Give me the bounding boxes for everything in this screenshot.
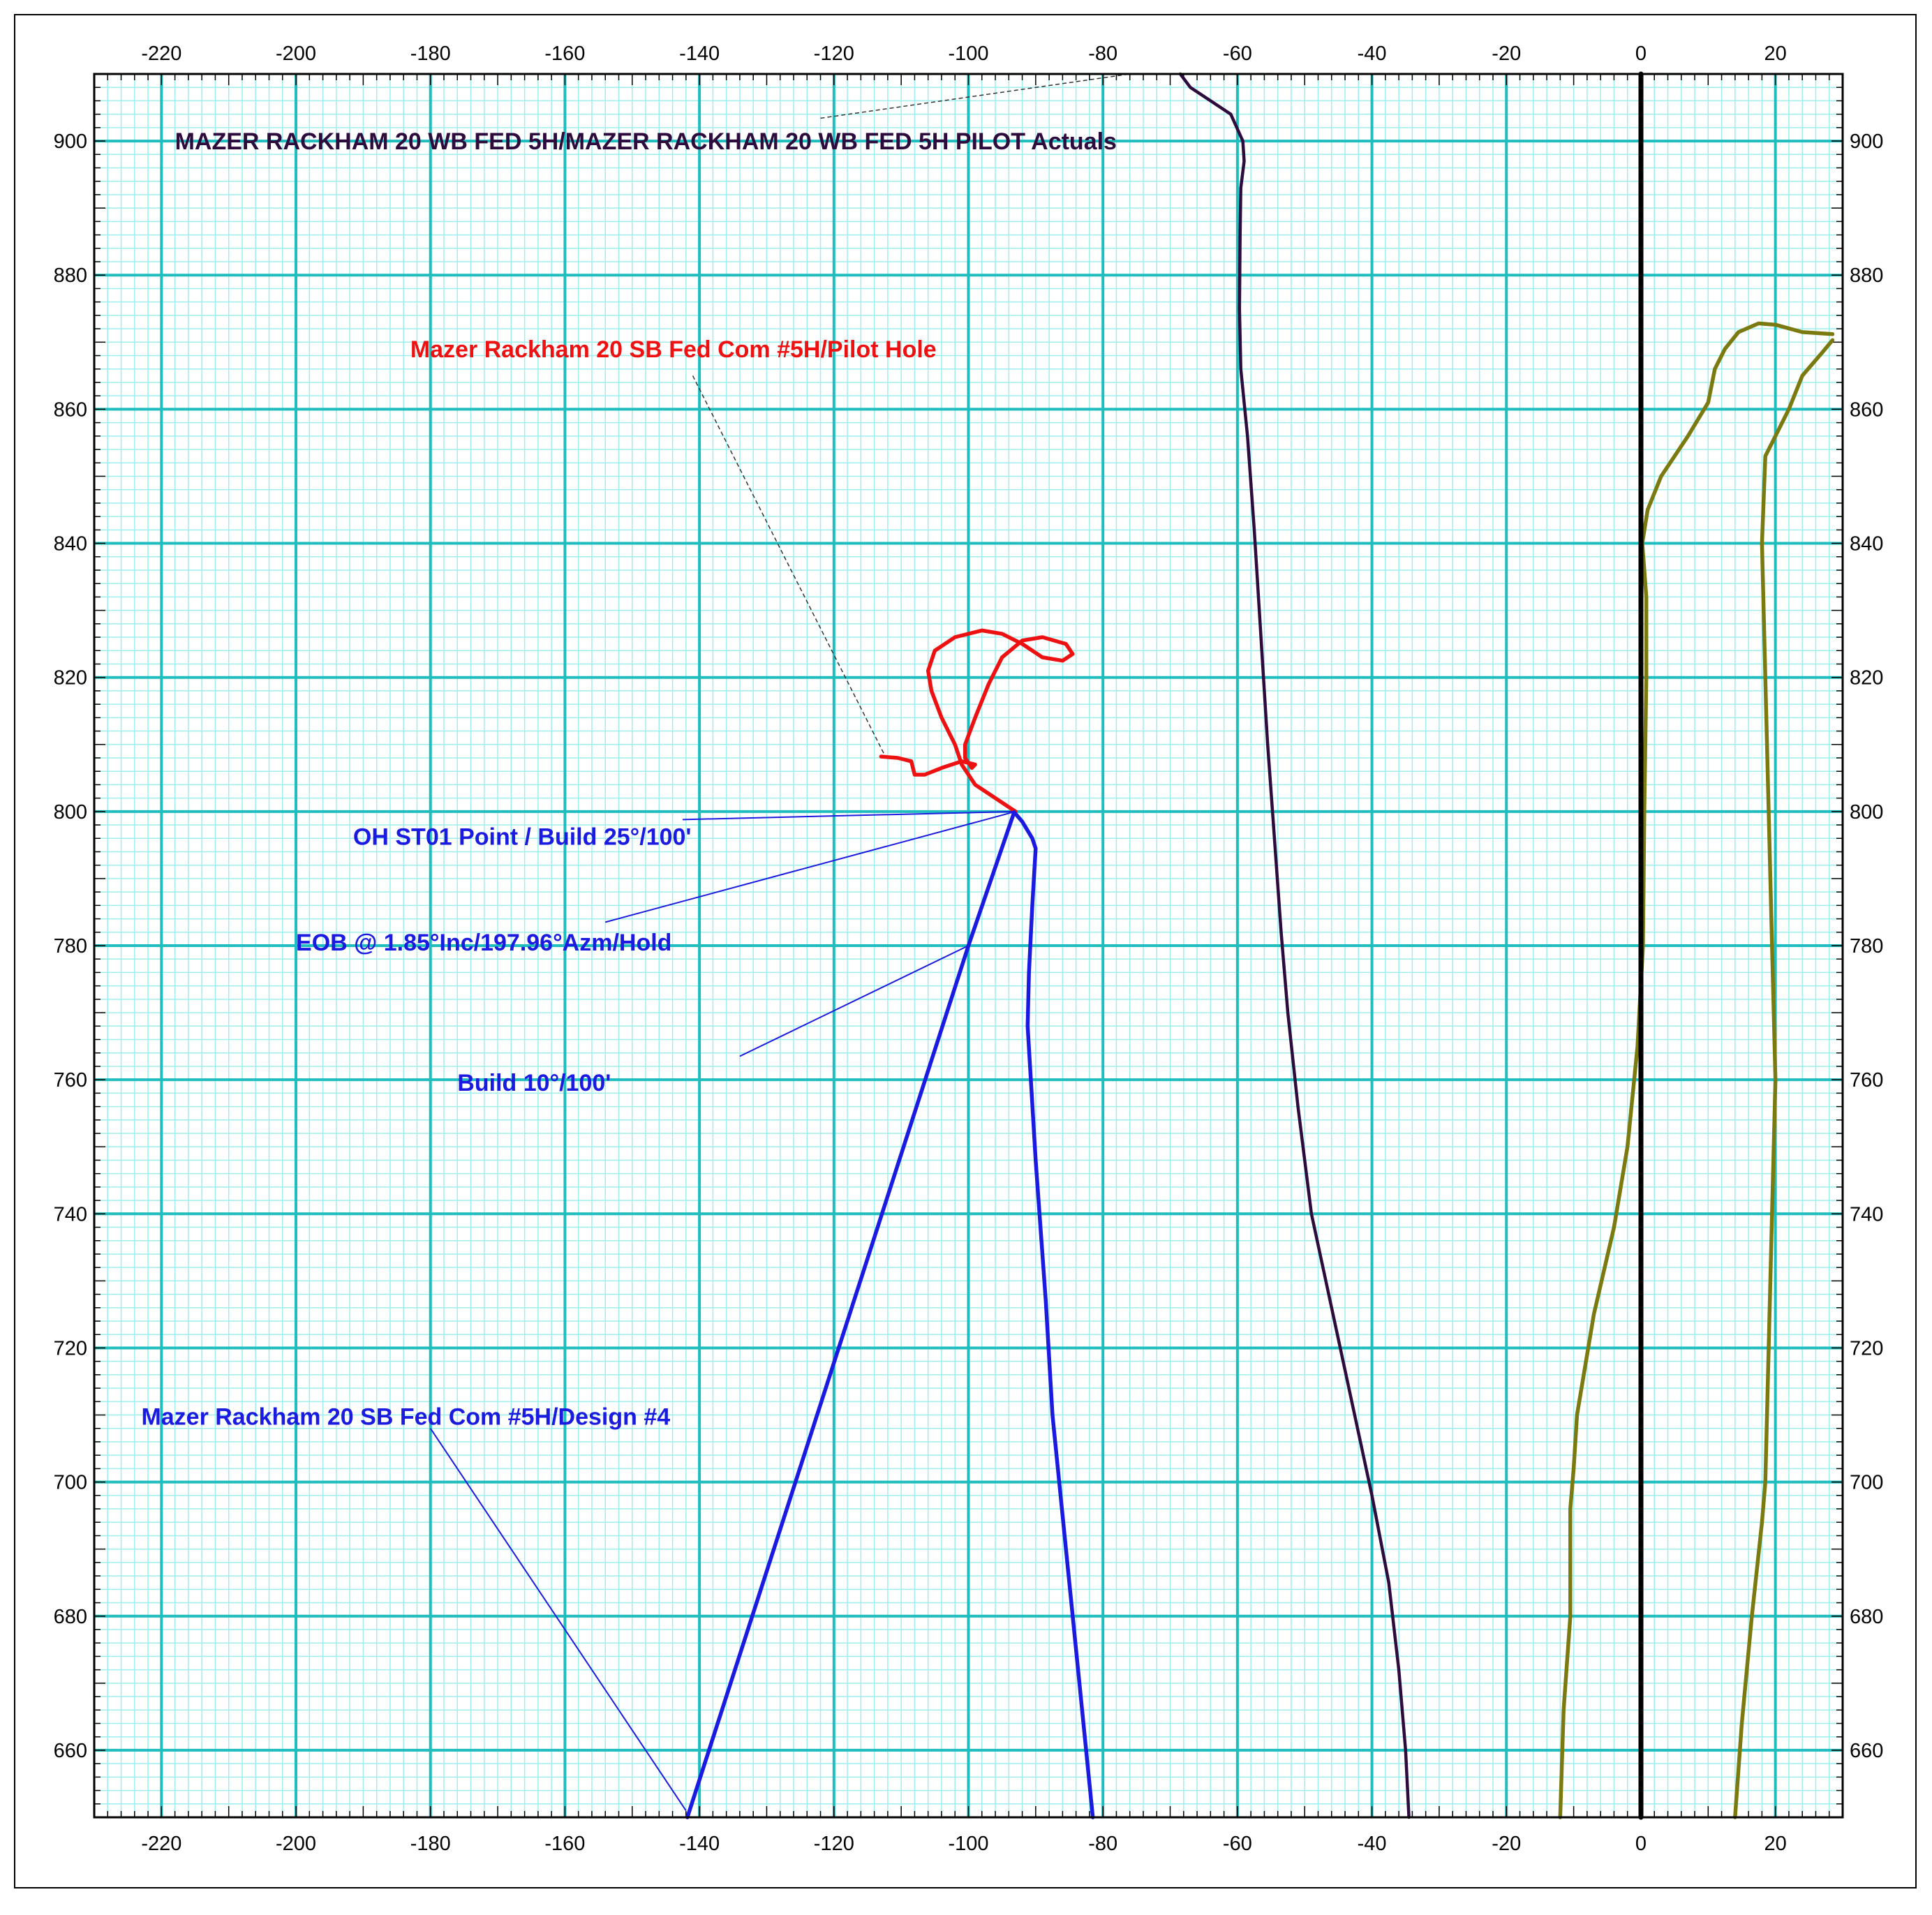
y-tick-label-left: 860 (54, 398, 87, 421)
y-tick-label-right: 720 (1850, 1337, 1883, 1359)
y-tick-label-left: 900 (54, 131, 87, 153)
plot-border (93, 73, 1844, 1819)
y-tick-label-right: 700 (1850, 1472, 1883, 1494)
x-tick-label-bottom: -180 (410, 1833, 451, 1855)
annotation-leader-line (683, 810, 1016, 821)
y-tick-label-right: 900 (1850, 131, 1883, 153)
x-tick-label-top: -160 (544, 43, 585, 65)
annotation-leader-line (820, 73, 1130, 119)
x-tick-label-bottom: -120 (814, 1833, 854, 1855)
annotations: MAZER RACKHAM 20 WB FED 5H/MAZER RACKHAM… (141, 128, 1117, 1430)
y-tick-label-left: 720 (54, 1337, 87, 1359)
y-tick-label-right: 820 (1850, 667, 1883, 690)
y-tick-label-left: 820 (54, 667, 87, 690)
y-tick-label-right: 680 (1850, 1606, 1883, 1628)
series-pilot-hole (879, 628, 1075, 814)
x-tick-label-bottom: -60 (1223, 1833, 1252, 1855)
y-tick-label-left: 840 (54, 533, 87, 556)
x-tick-label-top: -220 (141, 43, 181, 65)
annotation-leader-line (429, 1428, 687, 1811)
x-tick-label-top: -120 (814, 43, 854, 65)
x-tick-label-top: -180 (410, 43, 451, 65)
x-tick-label-top: -40 (1358, 43, 1387, 65)
y-tick-label-right: 780 (1850, 935, 1883, 958)
x-tick-label-top: -20 (1492, 43, 1521, 65)
y-tick-label-left: 760 (54, 1069, 87, 1091)
x-tick-label-top: 0 (1635, 43, 1647, 65)
x-tick-label-top: -140 (679, 43, 720, 65)
annotation-build-10: Build 10°/100' (457, 1070, 611, 1096)
y-tick-label-right: 660 (1850, 1740, 1883, 1762)
y-tick-label-left: 780 (54, 935, 87, 958)
annotation-oh-st01-point: OH ST01 Point / Build 25°/100' (353, 824, 692, 850)
x-tick-label-top: -200 (276, 43, 316, 65)
x-tick-label-bottom: 0 (1635, 1833, 1647, 1855)
annotation-leader-line (604, 810, 1016, 923)
y-tick-label-right: 800 (1850, 801, 1883, 824)
x-tick-label-bottom: -200 (276, 1833, 316, 1855)
x-tick-label-top: -100 (948, 43, 988, 65)
annotation-leader-line (692, 375, 885, 755)
x-tick-label-top: 20 (1764, 43, 1787, 65)
annotation-pilot-hole: Mazer Rackham 20 SB Fed Com #5H/Pilot Ho… (410, 336, 937, 363)
annotation-eob-hold: EOB @ 1.85°Inc/197.96°Azm/Hold (296, 930, 671, 956)
x-tick-label-bottom: -40 (1358, 1833, 1387, 1855)
y-tick-label-right: 740 (1850, 1203, 1883, 1225)
annotation-leaders (429, 73, 1130, 1811)
axis-ticks: -220-220-200-200-180-180-160-160-140-140… (54, 43, 1884, 1855)
y-tick-label-right: 880 (1850, 264, 1883, 287)
annotation-leader-line (739, 945, 969, 1057)
series-actuals (1178, 72, 1411, 1819)
x-tick-label-bottom: 20 (1764, 1833, 1787, 1855)
annotation-design-4: Mazer Rackham 20 SB Fed Com #5H/Design #… (141, 1403, 670, 1430)
x-tick-label-top: -60 (1223, 43, 1252, 65)
x-tick-label-bottom: -160 (544, 1833, 585, 1855)
y-tick-label-left: 740 (54, 1203, 87, 1225)
y-tick-label-left: 700 (54, 1472, 87, 1494)
y-tick-label-left: 660 (54, 1740, 87, 1762)
series-offset-left (1558, 321, 1835, 1819)
y-tick-label-right: 840 (1850, 533, 1883, 556)
series-design-4 (685, 810, 1095, 1819)
y-tick-label-left: 880 (54, 264, 87, 287)
x-tick-label-bottom: -100 (948, 1833, 988, 1855)
annotation-actuals: MAZER RACKHAM 20 WB FED 5H/MAZER RACKHAM… (175, 128, 1117, 155)
x-tick-label-bottom: -140 (679, 1833, 720, 1855)
y-tick-label-left: 800 (54, 801, 87, 824)
y-tick-label-left: 680 (54, 1606, 87, 1628)
x-tick-label-bottom: -80 (1088, 1833, 1117, 1855)
x-tick-label-top: -80 (1088, 43, 1117, 65)
y-tick-label-right: 860 (1850, 398, 1883, 421)
chart-frame (14, 14, 1917, 1888)
x-tick-label-bottom: -220 (141, 1833, 181, 1855)
data-series (685, 71, 1835, 1820)
series-offset-right (1733, 338, 1835, 1819)
x-tick-label-bottom: -20 (1492, 1833, 1521, 1855)
y-tick-label-right: 760 (1850, 1069, 1883, 1091)
